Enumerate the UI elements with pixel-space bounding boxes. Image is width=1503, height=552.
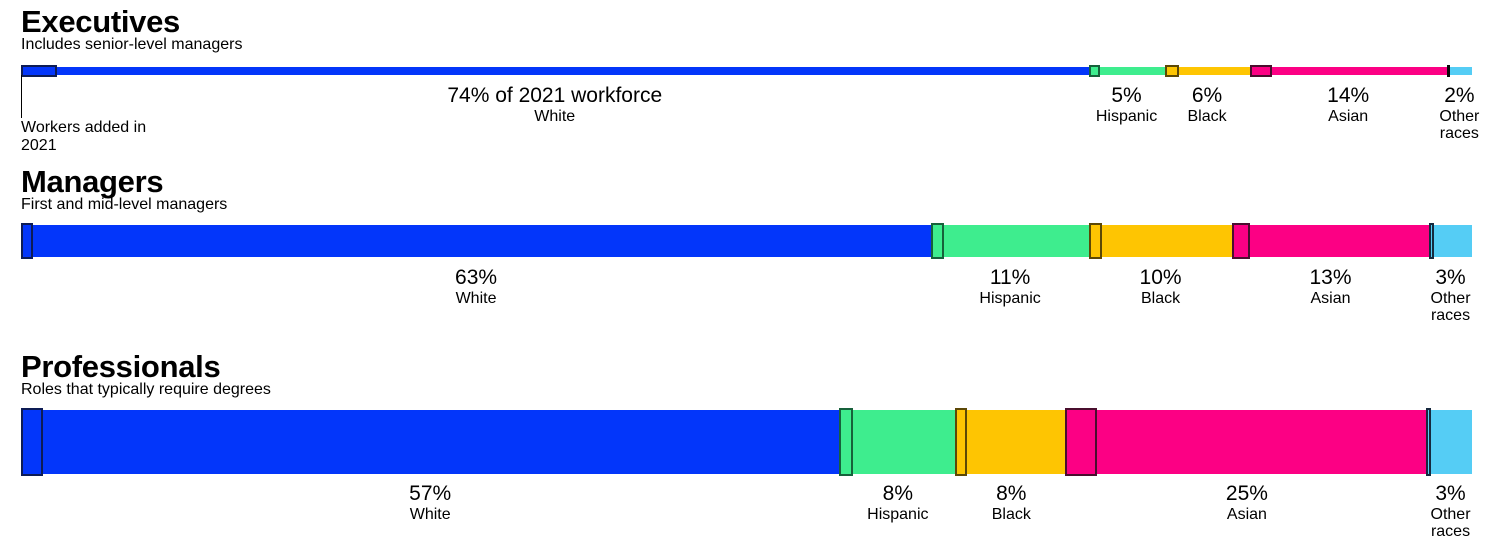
workers-added-2021-marker — [1065, 408, 1098, 476]
bar-executives — [21, 65, 1472, 77]
segment-percent: 8% — [882, 482, 914, 505]
section-subtitle-managers: First and mid-level managers — [21, 196, 228, 213]
bar-segment-other-races — [1446, 65, 1472, 77]
segment-percent: 3% — [1435, 482, 1466, 505]
segment-category: Other races — [1430, 290, 1471, 324]
segment-category: Asian — [1328, 108, 1369, 125]
annotation-workers-added: Workers added in 2021 — [21, 119, 147, 154]
segment-label-asian: 13% Asian — [1310, 266, 1352, 307]
segment-label-other-races: 3% Other races — [1431, 482, 1471, 540]
workers-added-2021-marker — [1426, 408, 1432, 476]
segment-category: Black — [991, 506, 1031, 523]
segment-label-asian: 25% Asian — [1226, 482, 1268, 523]
bar-segment-white — [21, 223, 932, 259]
segment-category: Asian — [1226, 506, 1267, 523]
section-title-managers: Managers — [21, 164, 164, 199]
workers-added-2021-marker — [931, 223, 945, 259]
workers-added-2021-marker — [1089, 223, 1103, 259]
segment-label-white: 63% White — [455, 266, 497, 307]
bar-segment-hispanic — [1088, 65, 1165, 77]
bar-segment-white — [21, 65, 1089, 77]
segment-category: Hispanic — [1095, 108, 1158, 125]
segment-label-hispanic: 8% Hispanic — [867, 482, 928, 523]
bar-managers — [21, 223, 1472, 259]
segment-category: Black — [1187, 108, 1227, 125]
segment-label-black: 6% Black — [1187, 84, 1226, 125]
bar-segment-asian — [1249, 65, 1447, 77]
workers-added-2021-marker — [1249, 65, 1272, 77]
bar-segment-asian — [1231, 223, 1430, 259]
segment-category: White — [409, 506, 451, 523]
workers-added-2021-marker — [1164, 65, 1179, 77]
segment-category: Other races — [1430, 506, 1471, 540]
segment-label-hispanic: 11% Hispanic — [979, 266, 1040, 307]
segment-label-white: 74% of 2021 workforce White — [447, 84, 662, 125]
workers-added-2021-marker — [21, 408, 43, 476]
bar-segment-white — [21, 408, 839, 476]
segment-percent: 13% — [1309, 266, 1352, 289]
workers-added-2021-marker — [1088, 65, 1100, 77]
bar-segment-black — [1164, 65, 1250, 77]
segment-label-black: 10% Black — [1140, 266, 1182, 307]
segment-percent: 11% — [989, 266, 1031, 289]
segment-percent: 3% — [1435, 266, 1466, 289]
segment-category: Hispanic — [867, 506, 929, 523]
segment-label-other-races: 2% Other races — [1439, 84, 1479, 142]
segment-category: White — [534, 108, 576, 125]
section-subtitle-executives: Includes senior-level managers — [21, 36, 243, 53]
section-title-professionals: Professionals — [21, 349, 221, 384]
segment-category: Black — [1140, 290, 1181, 307]
workers-added-2021-marker — [955, 408, 968, 476]
labels-executives: 74% of 2021 workforce White 5% Hispanic 6% Bl… — [21, 84, 1479, 154]
labels-managers: 63% White 11% Hispanic 10% Black 13% Asian 3% Oth… — [21, 266, 1472, 336]
segment-percent: 25% — [1225, 482, 1268, 505]
segment-percent: 6% — [1191, 84, 1223, 107]
segment-category: Asian — [1310, 290, 1351, 307]
bar-segment-black — [1089, 223, 1232, 259]
labels-professionals: 57% White 8% Hispanic 8% Black 25% Asian 3% Other… — [21, 482, 1472, 552]
workers-added-2021-marker — [1231, 223, 1250, 259]
segment-category: Hispanic — [979, 290, 1041, 307]
workers-added-2021-marker — [1446, 65, 1450, 77]
workers-added-2021-marker — [21, 65, 57, 77]
bar-segment-hispanic — [838, 408, 956, 476]
section-subtitle-professionals: Roles that typically require degrees — [21, 381, 271, 398]
bar-segment-hispanic — [931, 223, 1090, 259]
segment-label-white: 57% White — [409, 482, 451, 523]
bar-segment-asian — [1065, 408, 1427, 476]
bar-professionals — [21, 408, 1472, 476]
section-title-executives: Executives — [21, 4, 180, 39]
segment-percent: 2% — [1444, 84, 1475, 107]
segment-percent: 14% — [1327, 84, 1370, 107]
segment-percent: 10% — [1139, 266, 1182, 289]
segment-label-other-races: 3% Other races — [1431, 266, 1471, 324]
segment-label-asian: 14% Asian — [1327, 84, 1369, 125]
segment-category: White — [455, 290, 497, 307]
segment-percent: 8% — [996, 482, 1027, 505]
segment-percent: 57% — [409, 482, 452, 505]
bar-segment-black — [955, 408, 1066, 476]
workers-added-2021-marker — [21, 223, 33, 259]
annotation-leader-line — [21, 75, 22, 118]
workers-added-2021-marker — [1429, 223, 1435, 259]
bar-segment-other-races — [1426, 408, 1472, 476]
segment-percent: 74% of 2021 workforce — [447, 84, 663, 107]
segment-label-hispanic: 5% Hispanic — [1096, 84, 1157, 125]
segment-percent: 63% — [455, 266, 498, 289]
bar-segment-other-races — [1429, 223, 1472, 259]
workers-added-2021-marker — [838, 408, 853, 476]
segment-label-black: 8% Black — [992, 482, 1031, 523]
segment-category: Other races — [1439, 108, 1480, 142]
segment-percent: 5% — [1111, 84, 1142, 107]
